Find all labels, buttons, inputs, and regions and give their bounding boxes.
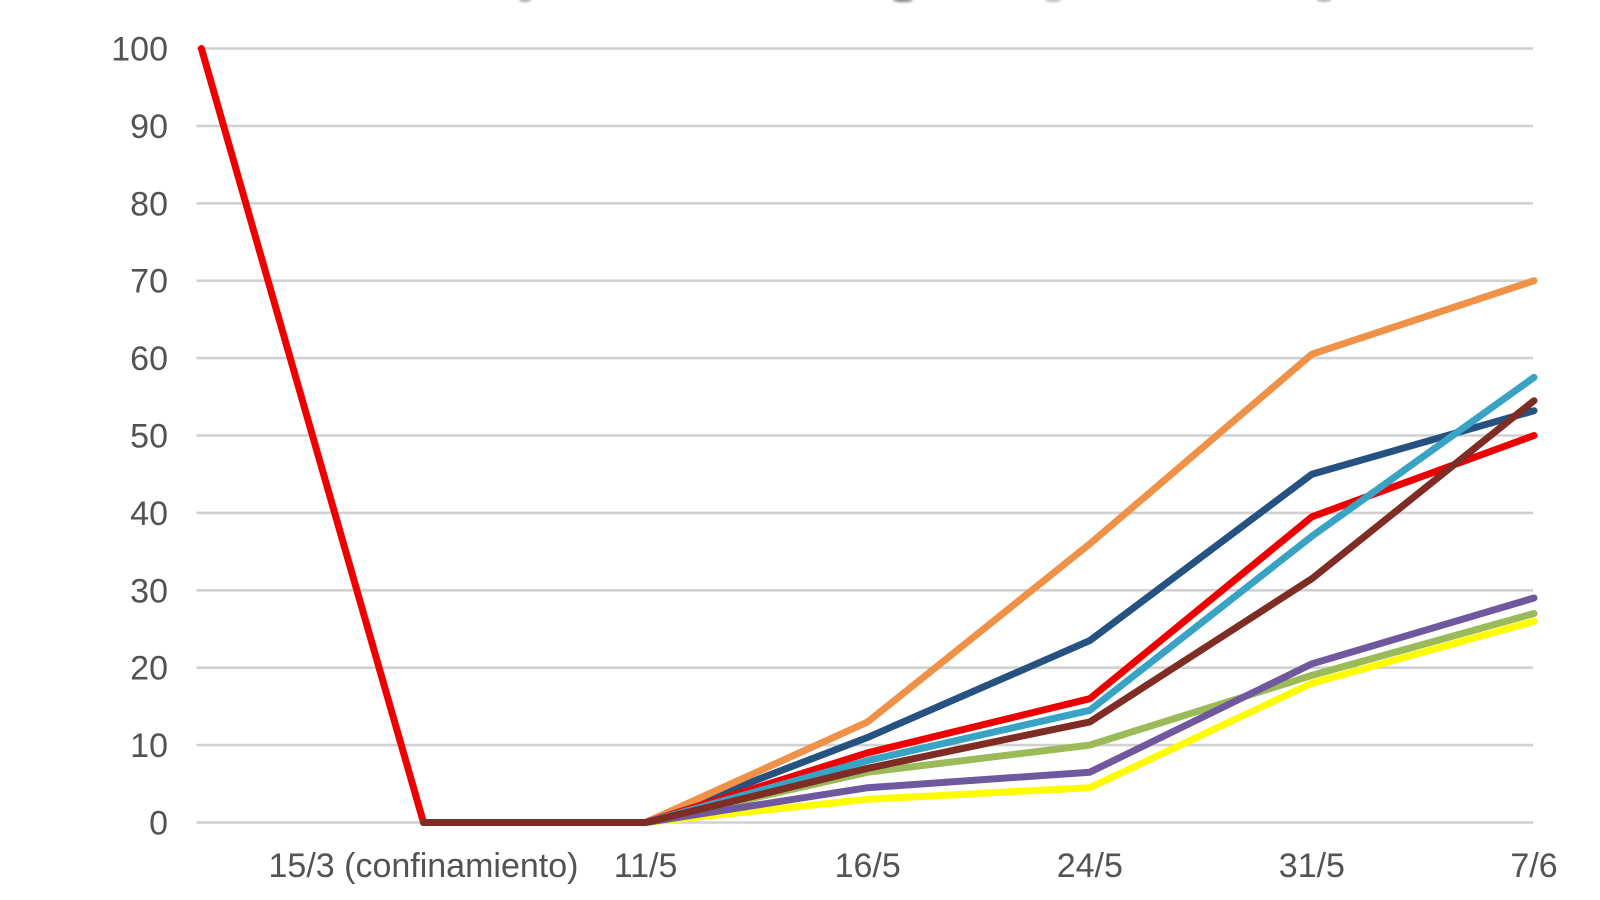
svg-text:70: 70 xyxy=(130,263,168,301)
svg-text:50: 50 xyxy=(130,418,168,456)
svg-text:0: 0 xyxy=(149,805,168,843)
svg-text:31/5: 31/5 xyxy=(1279,847,1345,885)
svg-text:40: 40 xyxy=(130,495,168,533)
svg-text:7/6: 7/6 xyxy=(1510,847,1557,885)
svg-text:80: 80 xyxy=(130,185,168,223)
svg-text:30: 30 xyxy=(130,572,168,610)
svg-text:16/5: 16/5 xyxy=(835,847,901,885)
svg-text:11/5: 11/5 xyxy=(614,847,678,885)
svg-text:10: 10 xyxy=(130,727,168,765)
svg-text:60: 60 xyxy=(130,340,168,378)
svg-text:20: 20 xyxy=(130,650,168,688)
svg-text:100: 100 xyxy=(111,31,168,69)
svg-text:90: 90 xyxy=(130,108,168,146)
svg-text:15/3 (confinamiento): 15/3 (confinamiento) xyxy=(269,847,579,885)
svg-text:24/5: 24/5 xyxy=(1057,847,1123,885)
